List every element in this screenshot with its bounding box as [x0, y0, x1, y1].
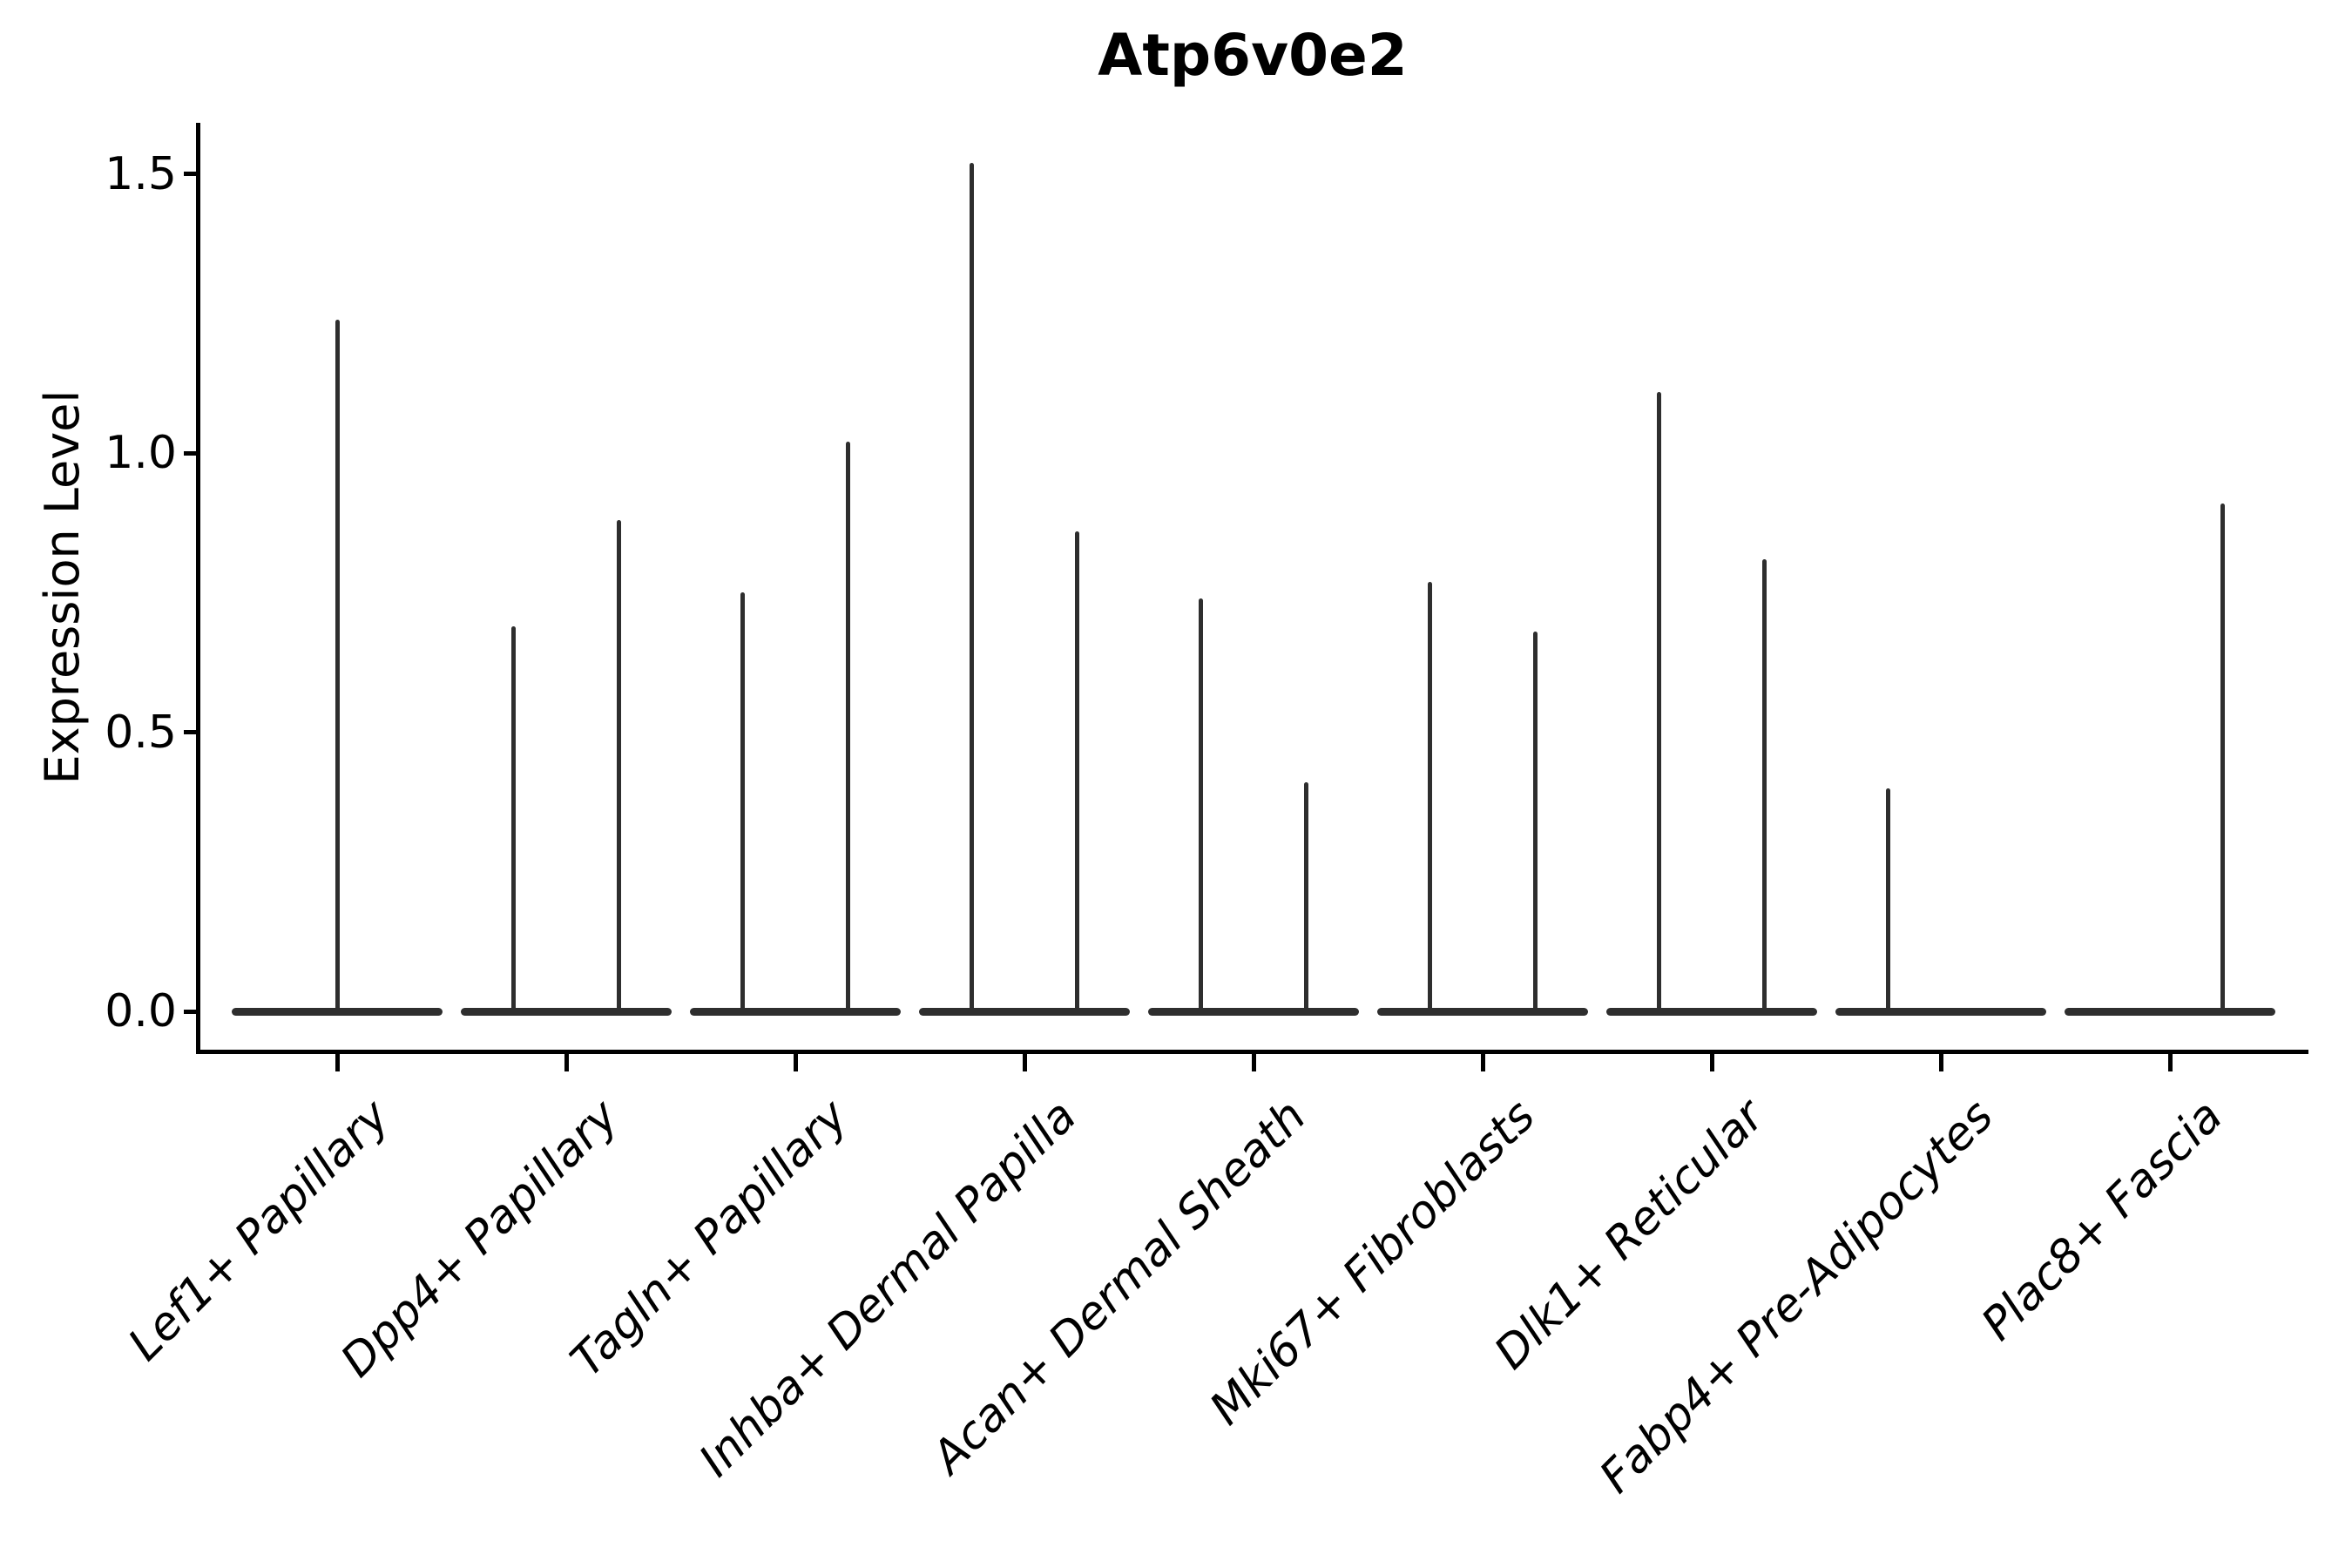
- x-tick-label: Acan+ Dermal Sheath: [922, 1090, 1316, 1484]
- x-tick-label: Plac8+ Fascia: [1971, 1090, 2233, 1351]
- violin-base: [461, 1007, 672, 1016]
- y-tick-label: 1.5: [105, 147, 177, 200]
- violin-spike: [617, 520, 621, 1011]
- violin-spike: [2220, 503, 2225, 1011]
- y-tick-label: 0.0: [105, 985, 177, 1037]
- y-tick-mark: [184, 1009, 196, 1014]
- violin-spike: [970, 163, 974, 1011]
- violin-base: [1835, 1007, 2046, 1016]
- y-tick-label: 0.5: [105, 706, 177, 759]
- violin-base: [919, 1007, 1130, 1016]
- violin-spike: [1304, 782, 1308, 1011]
- y-tick-mark: [184, 730, 196, 735]
- violin-spike: [335, 319, 340, 1011]
- violin-base: [1606, 1007, 1817, 1016]
- violin-base: [1377, 1007, 1588, 1016]
- violin-base: [2065, 1007, 2275, 1016]
- chart-title: Atp6v0e2: [1098, 22, 1408, 89]
- y-tick-label: 1.0: [105, 427, 177, 480]
- x-tick-mark: [1709, 1052, 1714, 1071]
- x-tick-mark: [1938, 1052, 1943, 1071]
- x-tick-mark: [2167, 1052, 2173, 1071]
- x-tick-label: Inhba+ Dermal Papilla: [689, 1090, 1087, 1488]
- violin-base: [690, 1007, 901, 1016]
- y-tick-mark: [184, 450, 196, 456]
- violin-spike: [846, 442, 850, 1011]
- violin-spike: [1075, 531, 1079, 1011]
- x-tick-mark: [1022, 1052, 1027, 1071]
- violin-spike: [1199, 598, 1203, 1011]
- violin-spike: [740, 592, 745, 1011]
- y-axis-spine: [196, 123, 200, 1054]
- violin-spike: [1533, 632, 1538, 1011]
- x-tick-mark: [1251, 1052, 1256, 1071]
- violin-base: [232, 1007, 443, 1016]
- violin-spike: [511, 625, 516, 1011]
- y-axis-label: Expression Level: [35, 389, 90, 785]
- violin-spike: [1657, 391, 1661, 1011]
- x-tick-mark: [1480, 1052, 1485, 1071]
- x-tick-mark: [793, 1052, 798, 1071]
- violin-spike: [1428, 581, 1432, 1011]
- violin-spike: [1886, 787, 1890, 1011]
- x-tick-mark: [564, 1052, 569, 1071]
- violin-base: [1148, 1007, 1359, 1016]
- y-tick-mark: [184, 172, 196, 177]
- x-tick-mark: [335, 1052, 340, 1071]
- violin-spike: [1762, 559, 1767, 1011]
- x-axis-spine: [196, 1050, 2308, 1054]
- x-tick-label: Fabp4+ Pre-Adipocytes: [1590, 1090, 2004, 1504]
